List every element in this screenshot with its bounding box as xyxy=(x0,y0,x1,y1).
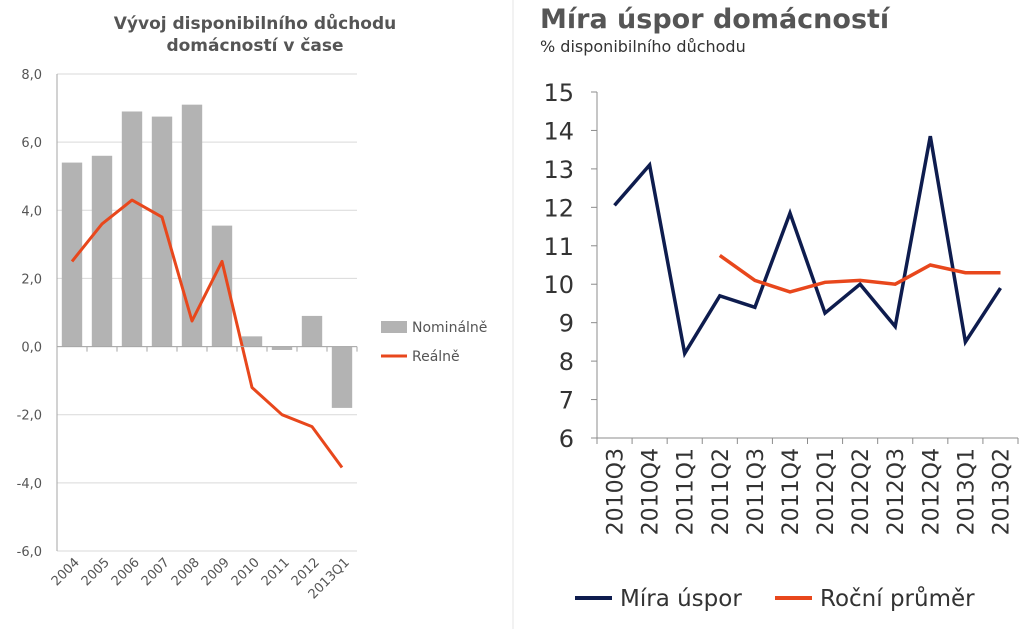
right-y-tick-label: 13 xyxy=(543,156,574,184)
left-x-tick-labels: 2004200520062007200820092010201120122013… xyxy=(49,555,353,602)
left-x-tick-label: 2008 xyxy=(169,555,203,589)
left-x-tick-label: 2004 xyxy=(49,555,83,589)
left-bar xyxy=(331,346,353,408)
left-x-tick-label: 2005 xyxy=(79,555,113,589)
left-y-tick-label: 8,0 xyxy=(21,68,42,83)
left-y-tick-label: 4,0 xyxy=(21,204,42,219)
left-bar xyxy=(181,104,203,347)
right-chart-title: Míra úspor domácností xyxy=(540,4,891,35)
right-x-tick-label: 2011Q4 xyxy=(779,448,804,535)
left-x-tick-label: 2006 xyxy=(109,555,143,589)
right-y-tick-label: 10 xyxy=(543,271,574,299)
legend-label-nominalne: Nominálně xyxy=(412,320,487,336)
left-bar xyxy=(121,111,143,347)
left-x-tick-label: 2007 xyxy=(139,555,173,589)
right-line-mira-uspor xyxy=(613,135,1002,359)
left-bar xyxy=(61,162,83,347)
right-x-tick-labels: 2010Q3 2010Q4 2011Q1 2011Q2 2011Q3 2011Q4 2012… xyxy=(604,448,1015,535)
left-y-tick-label: 2,0 xyxy=(21,272,42,287)
right-x-tick-label: 2012Q2 xyxy=(849,448,874,535)
right-line-series xyxy=(613,135,1002,359)
right-y-tick-label: 9 xyxy=(559,310,574,338)
left-bars xyxy=(61,104,353,408)
right-y-tick-label: 11 xyxy=(543,233,574,261)
right-y-tick-label: 15 xyxy=(543,79,574,107)
right-x-tick-label: 2012Q4 xyxy=(919,448,944,535)
left-line-realne xyxy=(70,198,344,469)
right-y-tick-label: 6 xyxy=(559,425,574,453)
legend-swatch-nominalne xyxy=(381,321,407,333)
right-x-tick-label: 2011Q3 xyxy=(744,448,769,535)
left-chart-title-line-1: Vývoj disponibilního důchodu xyxy=(114,12,397,34)
left-bar xyxy=(271,346,293,350)
left-x-tick-label: 2011 xyxy=(259,555,293,589)
right-y-tick-label: 12 xyxy=(543,194,574,222)
left-legend: Nominálně Reálně xyxy=(381,320,487,365)
right-line-rocni-prumer xyxy=(718,253,1001,294)
legend-label-rocni-prumer: Roční průměr xyxy=(820,585,975,612)
right-y-tick-label: 8 xyxy=(559,348,574,376)
right-y-tick-label: 7 xyxy=(559,387,574,415)
left-y-tick-label: 6,0 xyxy=(21,136,42,151)
right-x-tick-label: 2012Q3 xyxy=(884,448,909,535)
left-line-series xyxy=(70,198,344,469)
left-y-tick-label: 0,0 xyxy=(21,341,42,356)
left-bar xyxy=(241,336,263,347)
left-chart-title-line-2: domácností v čase xyxy=(166,36,343,56)
left-axes xyxy=(56,74,358,551)
right-legend: Míra úspor Roční průměr xyxy=(575,585,975,612)
right-axes xyxy=(591,91,1019,444)
right-x-tick-label: 2010Q3 xyxy=(604,448,629,535)
legend-label-mira-uspor: Míra úspor xyxy=(620,586,742,612)
right-chart-subtitle: % disponibilního důchodu xyxy=(540,37,746,56)
left-bar xyxy=(151,116,173,347)
left-chart-panel: Vývoj disponibilního důchodu domácností … xyxy=(17,12,488,602)
left-x-tick-label: 2010 xyxy=(229,555,263,589)
left-y-tick-label: -4,0 xyxy=(17,477,42,492)
left-bar xyxy=(211,225,233,347)
right-x-tick-label: 2010Q4 xyxy=(639,448,664,535)
left-y-tick-label: -6,0 xyxy=(17,545,42,560)
right-x-tick-label: 2013Q1 xyxy=(954,448,979,535)
right-x-tick-label: 2013Q2 xyxy=(989,448,1014,535)
left-x-tick-label: 2009 xyxy=(199,555,233,589)
right-chart-panel: Míra úspor domácností % disponibilního d… xyxy=(540,4,1019,612)
left-y-tick-labels: 8,0 6,0 4,0 2,0 0,0 -2,0 -4,0 -6,0 xyxy=(17,68,42,560)
right-y-tick-labels: 15 14 13 12 11 10 9 8 7 6 xyxy=(543,79,574,453)
legend-label-realne: Reálně xyxy=(412,349,460,365)
left-y-tick-label: -2,0 xyxy=(17,409,42,424)
right-x-tick-label: 2011Q2 xyxy=(709,448,734,535)
right-x-tick-label: 2012Q1 xyxy=(814,448,839,535)
right-x-tick-label: 2011Q1 xyxy=(674,448,699,535)
left-bar xyxy=(301,315,323,347)
right-y-tick-label: 14 xyxy=(543,117,574,145)
left-bar xyxy=(91,155,113,347)
